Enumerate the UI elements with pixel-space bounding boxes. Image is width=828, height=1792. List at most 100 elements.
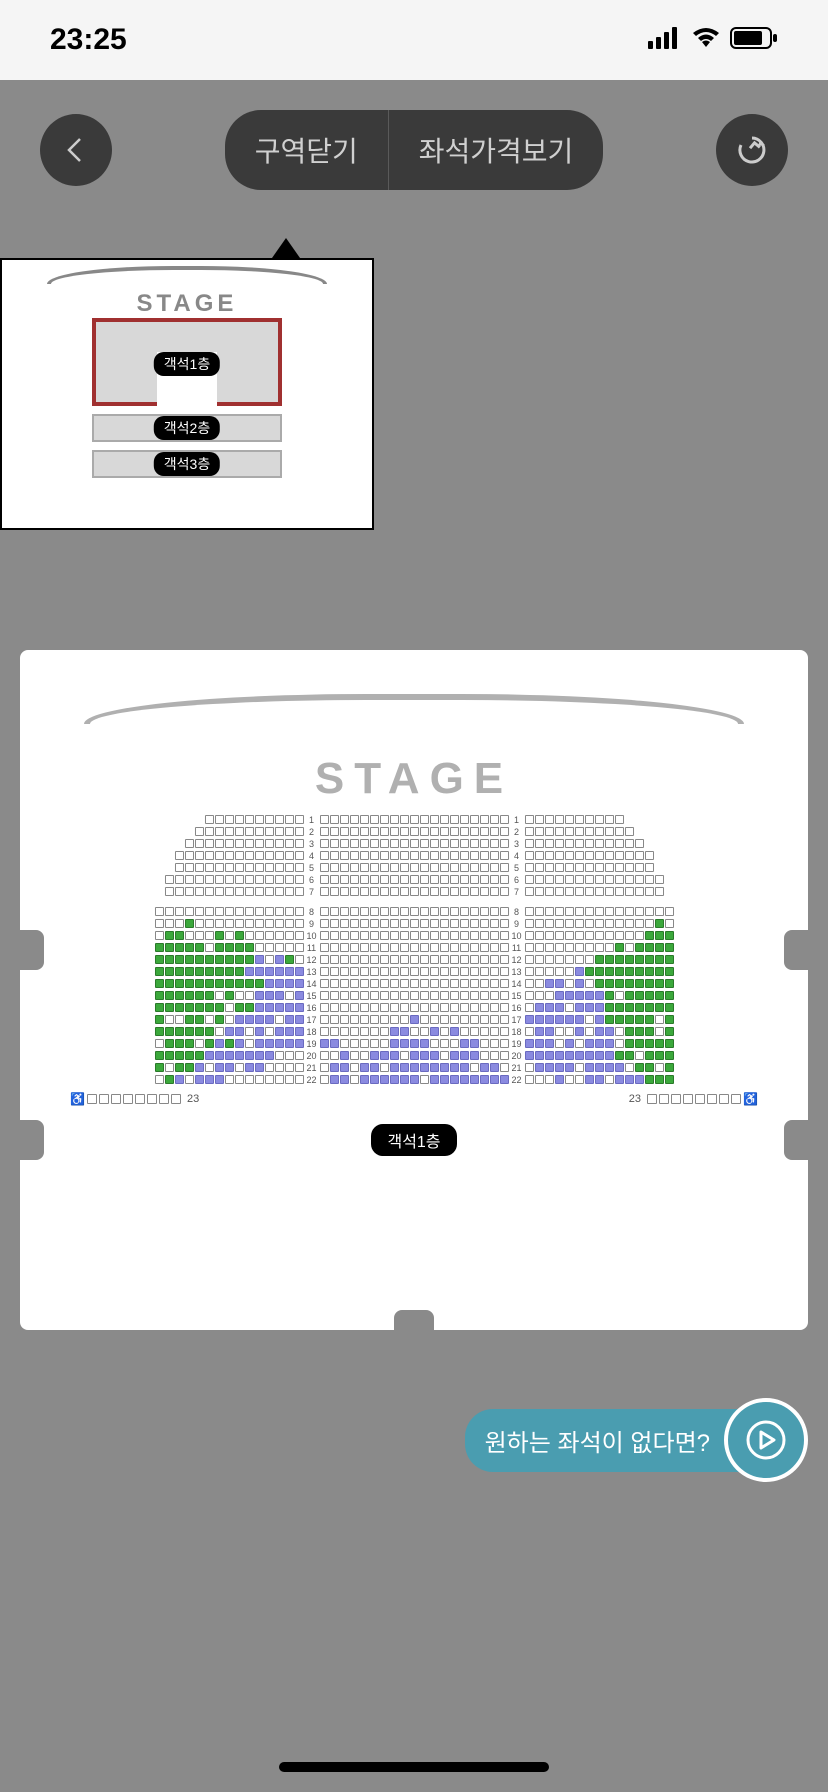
seat[interactable] xyxy=(470,1039,479,1048)
seat[interactable] xyxy=(255,967,264,976)
seat[interactable] xyxy=(215,991,224,1000)
seat[interactable] xyxy=(545,851,554,860)
seat[interactable] xyxy=(360,931,369,940)
seat[interactable] xyxy=(155,943,164,952)
seat[interactable] xyxy=(500,943,509,952)
seat[interactable] xyxy=(205,1063,214,1072)
seat[interactable] xyxy=(205,1015,214,1024)
seat[interactable] xyxy=(665,1075,674,1084)
seat[interactable] xyxy=(647,1094,657,1104)
seat[interactable] xyxy=(525,1015,534,1024)
seat[interactable] xyxy=(370,1039,379,1048)
seat[interactable] xyxy=(595,1027,604,1036)
seat[interactable] xyxy=(635,931,644,940)
seat[interactable] xyxy=(565,827,574,836)
seat[interactable] xyxy=(410,919,419,928)
seat[interactable] xyxy=(380,851,389,860)
seat[interactable] xyxy=(400,851,409,860)
seat[interactable] xyxy=(575,851,584,860)
seat[interactable] xyxy=(440,1063,449,1072)
seat[interactable] xyxy=(535,931,544,940)
seat[interactable] xyxy=(615,1027,624,1036)
seat[interactable] xyxy=(175,979,184,988)
seat[interactable] xyxy=(360,839,369,848)
seat[interactable] xyxy=(225,1015,234,1024)
seat[interactable] xyxy=(470,1063,479,1072)
seat[interactable] xyxy=(275,991,284,1000)
seat[interactable] xyxy=(440,907,449,916)
seat[interactable] xyxy=(195,931,204,940)
seat[interactable] xyxy=(460,851,469,860)
seat[interactable] xyxy=(360,887,369,896)
seat[interactable] xyxy=(360,967,369,976)
seat[interactable] xyxy=(285,955,294,964)
seat[interactable] xyxy=(340,815,349,824)
seat[interactable] xyxy=(605,991,614,1000)
seat[interactable] xyxy=(555,839,564,848)
seat[interactable] xyxy=(480,907,489,916)
seat[interactable] xyxy=(205,839,214,848)
seat[interactable] xyxy=(205,967,214,976)
seat[interactable] xyxy=(205,1075,214,1084)
seat[interactable] xyxy=(380,887,389,896)
seat[interactable] xyxy=(255,839,264,848)
seat[interactable] xyxy=(245,887,254,896)
seat[interactable] xyxy=(340,967,349,976)
seat[interactable] xyxy=(320,839,329,848)
seat[interactable] xyxy=(225,955,234,964)
seat[interactable] xyxy=(535,839,544,848)
seat[interactable] xyxy=(390,863,399,872)
seat[interactable] xyxy=(195,827,204,836)
seat[interactable] xyxy=(380,815,389,824)
seat[interactable] xyxy=(430,887,439,896)
seat[interactable] xyxy=(195,907,204,916)
seat[interactable] xyxy=(410,1003,419,1012)
seat[interactable] xyxy=(490,851,499,860)
seat[interactable] xyxy=(625,875,634,884)
seat[interactable] xyxy=(360,1015,369,1024)
seat[interactable] xyxy=(665,931,674,940)
seat[interactable] xyxy=(245,1051,254,1060)
seat[interactable] xyxy=(175,907,184,916)
seat[interactable] xyxy=(585,839,594,848)
seat[interactable] xyxy=(390,1003,399,1012)
seat[interactable] xyxy=(500,1051,509,1060)
seat[interactable] xyxy=(525,1003,534,1012)
seat[interactable] xyxy=(545,967,554,976)
seat[interactable] xyxy=(490,1039,499,1048)
seat[interactable] xyxy=(215,967,224,976)
seat[interactable] xyxy=(380,863,389,872)
seat[interactable] xyxy=(635,1075,644,1084)
seat[interactable] xyxy=(350,955,359,964)
seat[interactable] xyxy=(500,1003,509,1012)
seat[interactable] xyxy=(565,1039,574,1048)
seat[interactable] xyxy=(265,991,274,1000)
seat[interactable] xyxy=(205,1051,214,1060)
seat[interactable] xyxy=(440,839,449,848)
seat[interactable] xyxy=(225,1063,234,1072)
seat[interactable] xyxy=(255,979,264,988)
seat[interactable] xyxy=(350,887,359,896)
seat[interactable] xyxy=(165,931,174,940)
seat[interactable] xyxy=(595,967,604,976)
seat[interactable] xyxy=(460,919,469,928)
seat[interactable] xyxy=(450,851,459,860)
seat[interactable] xyxy=(470,907,479,916)
seat[interactable] xyxy=(555,875,564,884)
seat[interactable] xyxy=(285,863,294,872)
seat[interactable] xyxy=(330,887,339,896)
seat[interactable] xyxy=(255,991,264,1000)
seat[interactable] xyxy=(470,875,479,884)
seat[interactable] xyxy=(440,931,449,940)
seat[interactable] xyxy=(535,967,544,976)
seat[interactable] xyxy=(480,839,489,848)
seat[interactable] xyxy=(665,955,674,964)
seat[interactable] xyxy=(390,875,399,884)
seat[interactable] xyxy=(400,863,409,872)
seat[interactable] xyxy=(655,1015,664,1024)
seat[interactable] xyxy=(535,887,544,896)
seat[interactable] xyxy=(320,1075,329,1084)
seat[interactable] xyxy=(350,839,359,848)
seat[interactable] xyxy=(635,907,644,916)
seat[interactable] xyxy=(235,907,244,916)
